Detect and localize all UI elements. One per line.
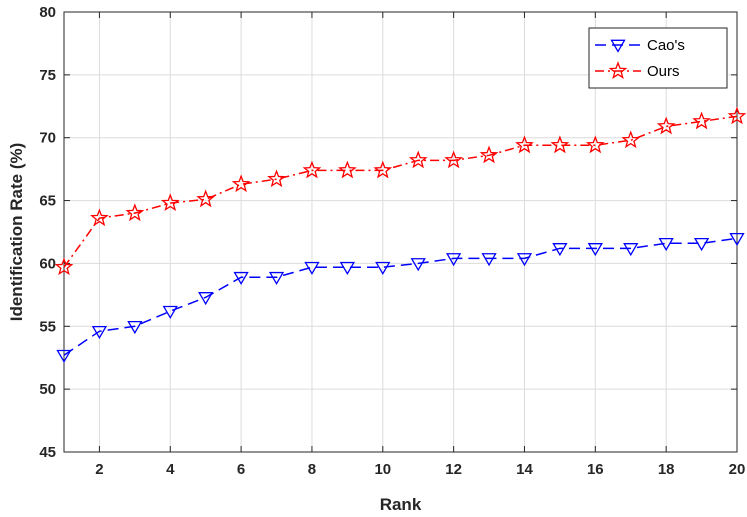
data-point-cao-s (410, 258, 426, 272)
data-point-ours (656, 116, 676, 135)
x-axis-title: Rank (380, 495, 422, 514)
axis-ticks (64, 11, 738, 453)
x-tick-label: 12 (445, 461, 462, 478)
x-tick-label: 14 (516, 461, 533, 478)
data-point-ours (125, 203, 145, 222)
data-point-cao-s (446, 253, 462, 267)
legend-entry-ours: Ours (595, 61, 680, 80)
data-point-ours (692, 111, 711, 130)
data-point-cao-s (304, 261, 320, 275)
x-tick-label: 6 (237, 461, 245, 478)
legend-label-cao-s: Cao's (647, 37, 685, 54)
data-point-ours (231, 174, 251, 193)
data-point-ours (54, 257, 74, 276)
legend-label-ours: Ours (647, 63, 680, 80)
data-point-cao-s (587, 243, 603, 257)
data-point-ours (338, 160, 357, 179)
data-point-cao-s (693, 237, 710, 252)
data-point-cao-s (623, 243, 639, 257)
series-line-cao-s (63, 237, 738, 356)
data-point-cao-s (658, 237, 674, 252)
data-point-ours (408, 150, 428, 169)
y-tick-label: 75 (39, 67, 56, 84)
data-point-ours (621, 130, 641, 149)
series-cao-s (56, 232, 745, 363)
x-tick-label: 20 (729, 461, 746, 478)
data-point-cao-s (516, 253, 533, 267)
x-tick-label: 2 (95, 461, 103, 478)
data-point-ours (727, 106, 747, 125)
x-tick-label: 18 (658, 461, 675, 478)
data-point-cao-s (729, 232, 745, 247)
legend-marker-cao-s (610, 39, 626, 53)
legend: Cao's Ours (588, 27, 728, 89)
x-axis-tick-labels: 2 4 6 8 10 12 14 16 18 20 (95, 461, 745, 478)
y-tick-label: 60 (39, 255, 56, 272)
y-axis-tick-labels: 45 50 55 60 65 70 75 80 (39, 4, 56, 461)
data-point-cao-s (481, 253, 497, 267)
data-point-ours (515, 135, 534, 154)
y-tick-label: 70 (39, 130, 56, 147)
data-point-cao-s (162, 305, 178, 319)
data-point-cao-s (56, 349, 72, 363)
data-point-ours (444, 150, 463, 169)
y-tick-label: 45 (39, 444, 56, 461)
data-point-cao-s (127, 320, 143, 335)
data-point-ours (550, 135, 570, 154)
y-tick-label: 50 (39, 381, 56, 398)
x-tick-label: 10 (374, 461, 391, 478)
data-point-ours (90, 208, 109, 227)
data-point-cao-s (552, 243, 568, 257)
plot-area (63, 11, 738, 453)
data-point-ours (196, 189, 216, 208)
legend-marker-ours (608, 61, 628, 79)
y-tick-label: 55 (39, 318, 56, 335)
data-point-cao-s (233, 271, 249, 286)
data-point-cao-s (268, 271, 285, 286)
data-point-cao-s (375, 261, 391, 275)
x-tick-label: 16 (587, 461, 604, 478)
data-point-ours (373, 160, 393, 179)
data-point-ours (160, 193, 180, 212)
data-point-cao-s (91, 325, 108, 340)
y-tick-label: 65 (39, 193, 56, 210)
y-axis-title: Identification Rate (%) (7, 143, 26, 322)
data-point-ours (302, 160, 322, 179)
data-point-ours (267, 169, 286, 188)
series-ours (54, 106, 747, 276)
legend-box (588, 27, 728, 89)
x-tick-label: 8 (308, 461, 316, 478)
y-tick-label: 80 (39, 4, 56, 21)
series-layer (54, 106, 747, 363)
data-point-ours (585, 135, 605, 154)
legend-entry-cao-s: Cao's (595, 37, 685, 54)
x-tick-label: 4 (166, 461, 175, 478)
data-point-ours (479, 145, 499, 164)
data-point-cao-s (198, 292, 214, 306)
data-point-cao-s (339, 261, 355, 275)
